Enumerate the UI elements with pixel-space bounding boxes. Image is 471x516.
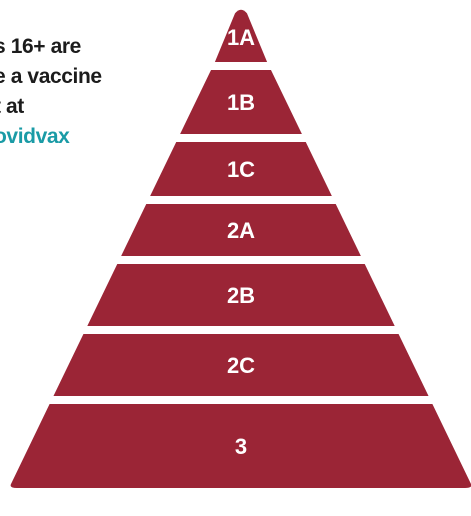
tier-label-2a: 2A [227,218,255,243]
tier-label-2c: 2C [227,353,255,378]
covidvax-link[interactable]: ovidvax [0,125,70,148]
pyramid-tier-2a [121,204,361,256]
pyramid-tier-2c [53,334,429,396]
pyramid-tier-3 [10,404,471,488]
pyramid-tier-1c [150,142,332,196]
pyramid-tier-2b [87,264,395,326]
tier-label-1b: 1B [227,90,255,115]
tier-label-1c: 1C [227,157,255,182]
tier-label-1a: 1A [227,25,255,50]
pyramid-tier-1a [214,9,268,62]
pyramid-tier-1b [180,70,302,134]
info-line-3: t at [0,95,24,118]
info-line-2: e a vaccine [0,65,102,88]
info-line-1: s 16+ are [0,35,81,58]
tier-label-2b: 2B [227,283,255,308]
tier-label-3: 3 [235,434,247,459]
eligibility-info-text: s 16+ are e a vaccine t at ovidvax [0,32,194,152]
